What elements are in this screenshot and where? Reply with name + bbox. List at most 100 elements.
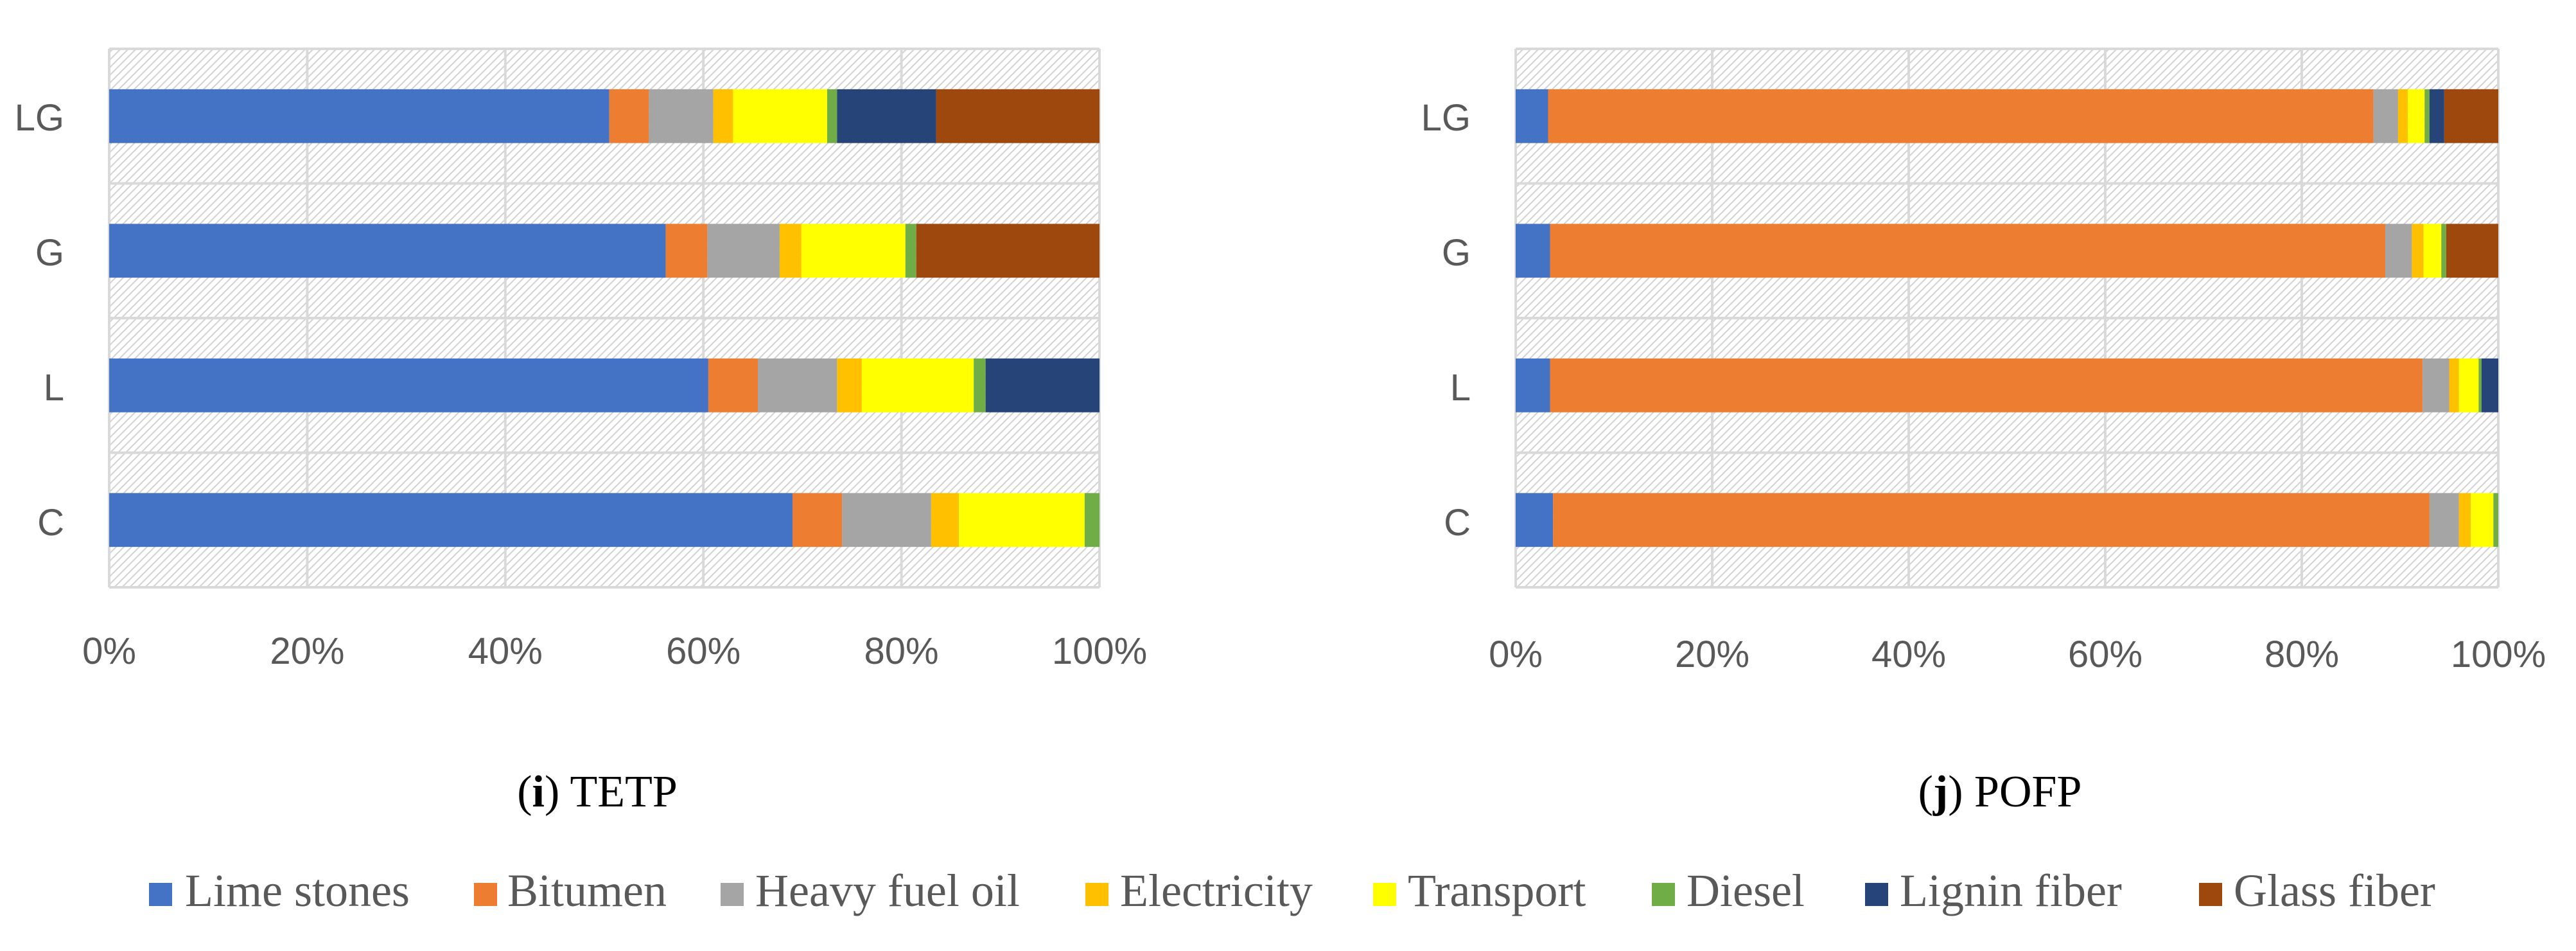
bar-lg-lignin-fiber: [837, 89, 936, 143]
y-tick-c: C: [37, 502, 64, 544]
bar-l-lignin-fiber: [985, 358, 1100, 413]
bar-g-electricity: [2412, 224, 2424, 278]
bar-lg-heavy-fuel-oil: [2373, 89, 2398, 143]
x-tick-40: 40%: [1871, 634, 1946, 675]
caption-letter: j: [1932, 767, 1948, 817]
legend-swatch: [1373, 883, 1396, 906]
legend-swatch: [2199, 883, 2222, 906]
bar-c-lime-stones: [1516, 493, 1554, 547]
legend-swatch: [1865, 883, 1888, 906]
bar-lg-diesel: [827, 89, 837, 143]
legend-label: Electricity: [1120, 865, 1313, 916]
bar-l-diesel: [974, 358, 986, 413]
bar-lg-lime-stones: [1516, 89, 1548, 143]
bar-g-heavy-fuel-oil: [2385, 224, 2412, 278]
y-tick-g: G: [35, 232, 64, 274]
bar-g-glass-fiber: [2446, 224, 2498, 278]
y-tick-lg: LG: [15, 97, 64, 139]
bar-g-transport: [2423, 224, 2442, 278]
caption-pofp: (j) POFP: [1918, 767, 2082, 817]
caption-tetp: (i) TETP: [517, 767, 678, 817]
bar-l-diesel: [2478, 358, 2482, 413]
bar-l-bitumen: [708, 358, 758, 413]
bar-lg-transport: [733, 89, 827, 143]
bar-lg-diesel: [2424, 89, 2430, 143]
legend-item-lime-stones: Lime stones: [149, 865, 410, 916]
legend-label: Glass fiber: [2234, 865, 2435, 916]
bar-l-lime-stones: [1516, 358, 1550, 413]
bar-g-heavy-fuel-oil: [707, 224, 780, 278]
bar-l-bitumen: [1550, 358, 2423, 413]
bar-g-glass-fiber: [916, 224, 1100, 278]
x-tick-0: 0%: [1489, 634, 1543, 675]
bar-l-transport: [861, 358, 974, 413]
bars: [1516, 89, 2498, 547]
legend-item-heavy-fuel-oil: Heavy fuel oil: [721, 865, 1020, 916]
bar-lg-bitumen: [1548, 89, 2374, 143]
bar-g-bitumen: [1550, 224, 2386, 278]
bar-l-lime-stones: [109, 358, 708, 413]
x-tick-40: 40%: [468, 630, 543, 672]
bar-g-diesel: [905, 224, 916, 278]
y-tick-lg: LG: [1421, 97, 1471, 139]
bar-lg-electricity: [2397, 89, 2408, 143]
legend-label: Diesel: [1687, 865, 1805, 916]
y-tick-c: C: [1444, 502, 1471, 544]
x-tick-80: 80%: [2265, 634, 2339, 675]
bar-l-lignin-fiber: [2481, 358, 2498, 413]
bar-c-bitumen: [1553, 493, 2430, 547]
bar-l-electricity: [2449, 358, 2459, 413]
x-tick-20: 20%: [1675, 634, 1749, 675]
bar-g-diesel: [2441, 224, 2446, 278]
bar-lg-transport: [2408, 89, 2425, 143]
bars: [109, 89, 1100, 547]
bar-lg-heavy-fuel-oil: [649, 89, 714, 143]
bar-lg-lime-stones: [109, 89, 609, 143]
bar-l-heavy-fuel-oil: [758, 358, 837, 413]
bar-c-heavy-fuel-oil: [2429, 493, 2459, 547]
bar-g-transport: [801, 224, 906, 278]
legend-label: Bitumen: [507, 865, 667, 916]
bar-c-electricity: [931, 493, 959, 547]
caption-letter: i: [532, 767, 545, 817]
bar-lg-glass-fiber: [2444, 89, 2498, 143]
bar-l-heavy-fuel-oil: [2423, 358, 2449, 413]
caption-title: POFP: [1974, 767, 2081, 817]
legend-label: Transport: [1408, 865, 1586, 916]
bar-g-lime-stones: [1516, 224, 1550, 278]
bar-lg-electricity: [713, 89, 733, 143]
pofp-panel: LG G L C 0% 20% 40% 60% 80% 100% (j) POF…: [1421, 48, 2546, 817]
bar-lg-bitumen: [609, 89, 649, 143]
legend-item-bitumen: Bitumen: [474, 865, 667, 916]
bar-g-bitumen: [665, 224, 708, 278]
x-tick-20: 20%: [270, 630, 344, 672]
bar-lg-lignin-fiber: [2429, 89, 2444, 143]
bar-l-electricity: [837, 358, 862, 413]
legend-item-glass-fiber: Glass fiber: [2199, 865, 2435, 916]
legend-swatch: [1085, 883, 1108, 906]
bar-c-diesel: [2493, 493, 2498, 547]
bar-lg-glass-fiber: [936, 89, 1100, 143]
x-tick-100: 100%: [2451, 634, 2546, 675]
bar-c-heavy-fuel-oil: [842, 493, 931, 547]
legend-item-diesel: Diesel: [1652, 865, 1805, 916]
x-tick-0: 0%: [82, 630, 136, 672]
bar-c-bitumen: [792, 493, 843, 547]
x-tick-100: 100%: [1052, 630, 1147, 672]
legend-item-lignin-fiber: Lignin fiber: [1865, 865, 2122, 916]
y-tick-g: G: [1442, 232, 1471, 274]
legend-item-electricity: Electricity: [1085, 865, 1313, 916]
bar-g-electricity: [779, 224, 802, 278]
bar-c-transport: [959, 493, 1085, 547]
legend-label: Lignin fiber: [1900, 865, 2122, 916]
bar-l-transport: [2458, 358, 2479, 413]
legend: Lime stones Bitumen Heavy fuel oil Elect…: [149, 865, 2435, 916]
tetp-panel: LG G L C 0% 20% 40% 60% 80% 100% (i) TET…: [15, 48, 1147, 817]
legend-swatch: [1652, 883, 1675, 906]
bar-g-lime-stones: [109, 224, 666, 278]
legend-swatch: [721, 883, 744, 906]
legend-label: Lime stones: [185, 865, 410, 916]
y-tick-l: L: [44, 367, 64, 409]
legend-swatch: [474, 883, 497, 906]
